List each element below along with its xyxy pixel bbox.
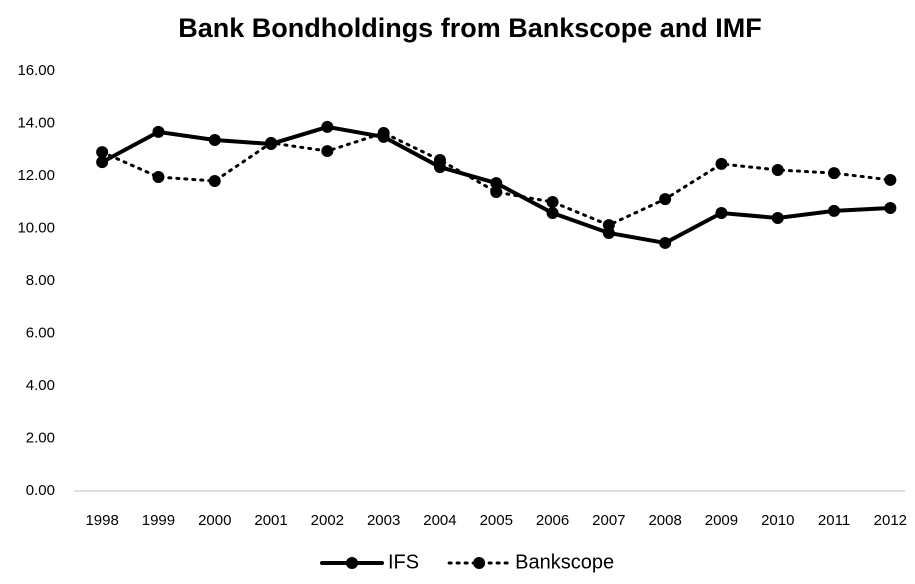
y-tick-label: 0.00 xyxy=(26,482,55,499)
marker xyxy=(828,167,841,180)
series-line xyxy=(100,131,892,227)
x-tick-label: 2005 xyxy=(480,512,513,529)
marker xyxy=(321,120,334,133)
marker xyxy=(602,219,615,232)
marker xyxy=(152,171,165,184)
y-tick-label: 12.00 xyxy=(17,167,55,184)
marker xyxy=(96,146,109,159)
marker xyxy=(377,126,390,139)
marker xyxy=(828,204,841,217)
legend-label: Bankscope xyxy=(515,551,614,573)
marker xyxy=(490,177,503,190)
x-tick-label: 2008 xyxy=(648,512,681,529)
legend-label: IFS xyxy=(388,551,419,573)
marker xyxy=(771,163,784,176)
marker xyxy=(433,153,446,166)
marker xyxy=(659,193,672,206)
x-tick-label: 2009 xyxy=(705,512,738,529)
marker xyxy=(152,125,165,138)
legend-marker xyxy=(473,557,486,569)
marker xyxy=(265,136,278,149)
marker xyxy=(546,195,559,208)
x-tick-label: 2001 xyxy=(254,512,287,529)
marker xyxy=(321,145,334,158)
marker xyxy=(490,186,503,199)
marker xyxy=(659,236,672,249)
marker xyxy=(96,156,109,169)
x-tick-label: 2012 xyxy=(874,512,907,529)
x-tick-label: 2006 xyxy=(536,512,569,529)
x-tick-label: 2007 xyxy=(592,512,625,529)
x-tick-label: 1998 xyxy=(85,512,118,529)
marker xyxy=(715,207,728,220)
y-tick-label: 2.00 xyxy=(26,429,55,446)
x-tick-label: 1999 xyxy=(142,512,175,529)
y-tick-label: 8.00 xyxy=(26,272,55,289)
chart-title: Bank Bondholdings from Bankscope and IMF xyxy=(178,13,762,43)
y-tick-label: 10.00 xyxy=(17,219,55,236)
marker xyxy=(884,173,897,186)
marker xyxy=(715,157,728,170)
y-tick-label: 6.00 xyxy=(26,324,55,341)
x-tick-label: 2002 xyxy=(311,512,344,529)
x-tick-label: 2000 xyxy=(198,512,231,529)
x-tick-label: 2003 xyxy=(367,512,400,529)
marker xyxy=(208,134,221,147)
marker xyxy=(884,202,897,215)
x-tick-label: 2011 xyxy=(818,512,850,529)
x-tick-label: 2010 xyxy=(761,512,794,529)
marker xyxy=(771,212,784,224)
x-tick-label: 2004 xyxy=(423,512,456,529)
y-tick-label: 16.00 xyxy=(17,62,55,79)
y-tick-label: 4.00 xyxy=(26,377,55,394)
marker xyxy=(546,207,559,220)
marker xyxy=(208,174,221,187)
y-tick-label: 14.00 xyxy=(17,114,55,131)
legend-marker xyxy=(346,557,358,569)
